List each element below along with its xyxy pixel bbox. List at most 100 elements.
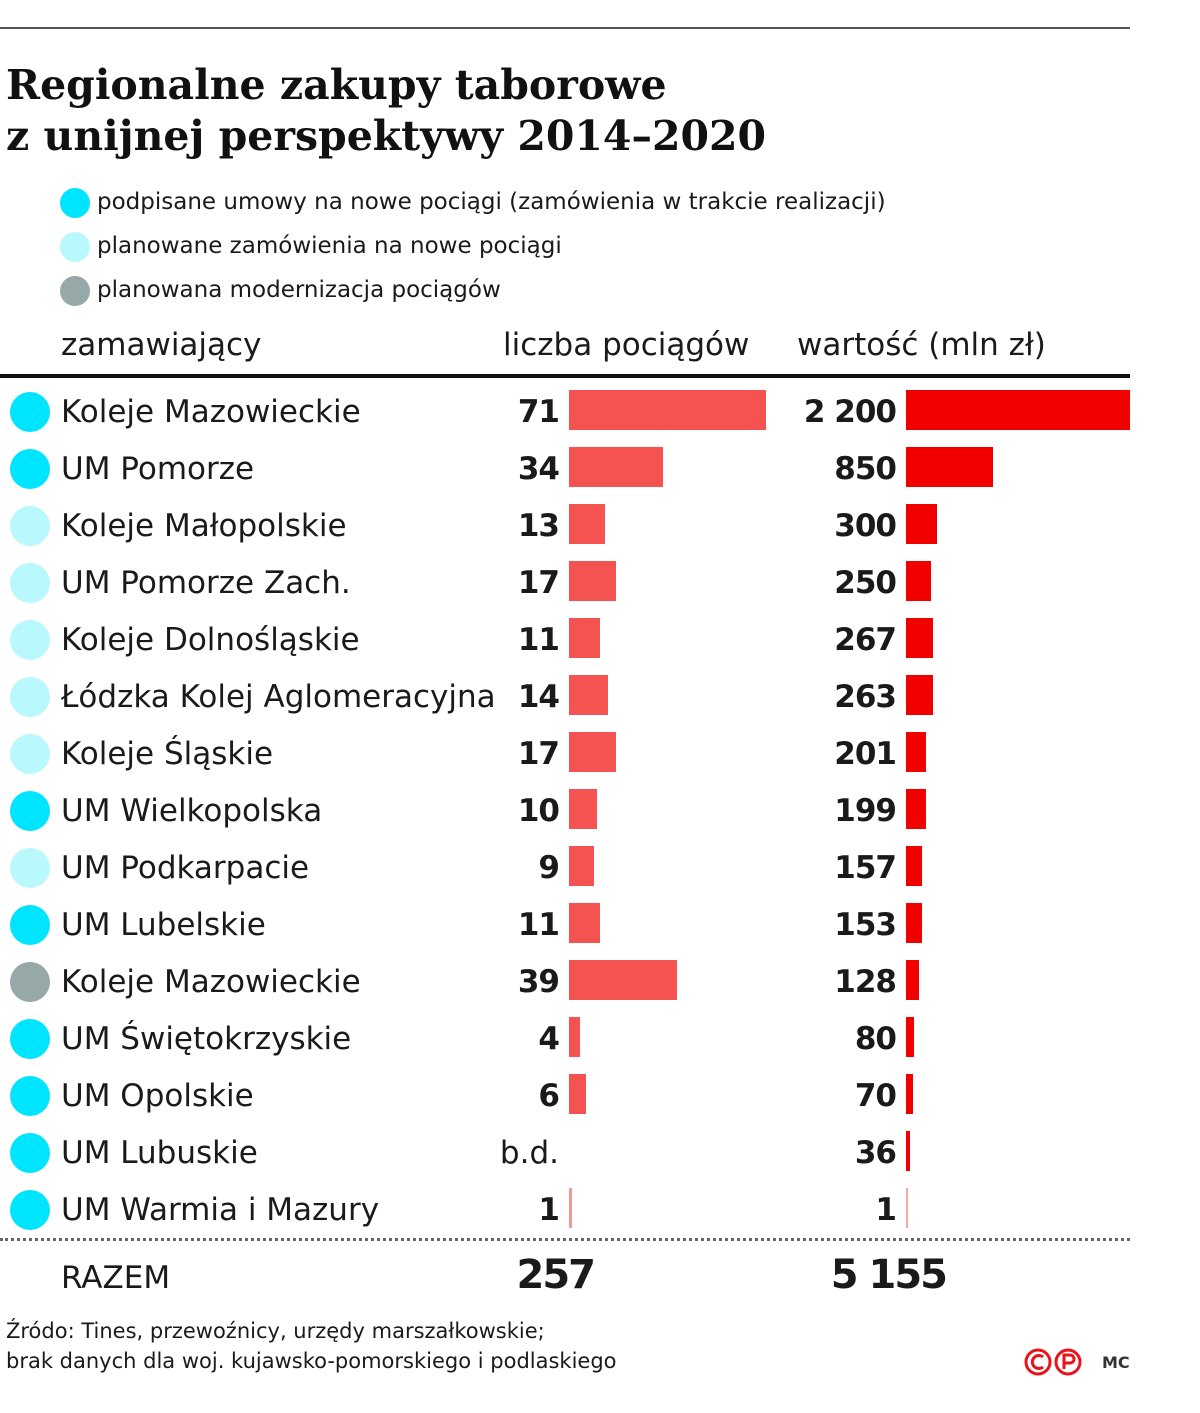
total-separator <box>0 1238 1130 1241</box>
category-dot <box>10 620 50 660</box>
value-label: 2 200 <box>803 394 897 430</box>
trains-bar <box>569 561 617 601</box>
legend-dot-planned <box>60 232 90 262</box>
value-label: 128 <box>834 964 897 1000</box>
chart-title-line-1: Regionalne zakupy taborowe <box>6 61 667 109</box>
trains-label: 17 <box>517 736 560 772</box>
orderer-name: Koleje Mazowieckie <box>61 394 361 430</box>
chart-title: Regionalne zakupy taborowe z unijnej per… <box>6 60 1126 162</box>
table-row: UM Opolskie 6 70 <box>0 1068 1140 1125</box>
table-row: UM Podkarpacie 9 157 <box>0 840 1140 897</box>
author-initials: MC <box>1102 1353 1130 1372</box>
category-dot <box>10 563 50 603</box>
category-dot <box>10 791 50 831</box>
column-header-orderer: zamawiający <box>61 327 262 363</box>
value-bar <box>906 618 934 658</box>
orderer-name: UM Podkarpacie <box>61 850 310 886</box>
trains-bar <box>569 1074 586 1114</box>
table-row: UM Lubelskie 11 153 <box>0 897 1140 954</box>
copyright-logo-icon <box>1024 1348 1082 1376</box>
trains-label: 71 <box>517 394 560 430</box>
total-label: RAZEM <box>61 1260 171 1296</box>
trains-label: 11 <box>517 622 560 658</box>
category-dot <box>10 677 50 717</box>
value-bar <box>906 903 922 943</box>
orderer-name: UM Lubelskie <box>61 907 266 943</box>
trains-label: 13 <box>517 508 560 544</box>
value-bar <box>906 1074 914 1114</box>
orderer-name: UM Pomorze Zach. <box>61 565 351 601</box>
value-label: 850 <box>834 451 897 487</box>
legend-dot-signed <box>60 188 90 218</box>
orderer-name: UM Warmia i Mazury <box>61 1192 380 1228</box>
value-label: 157 <box>834 850 897 886</box>
category-dot <box>10 1190 50 1230</box>
table-row: Koleje Małopolskie 13 300 <box>0 498 1140 555</box>
total-trains: 257 <box>516 1252 597 1298</box>
trains-label: 17 <box>517 565 560 601</box>
value-bar <box>906 732 927 772</box>
category-dot <box>10 392 50 432</box>
legend-item-signed: podpisane umowy na nowe pociągi (zamówie… <box>60 182 1140 226</box>
value-bar <box>906 675 933 715</box>
data-table: Koleje Mazowieckie 71 2 200 UM Pomorze 34 850… <box>0 384 1140 1239</box>
value-bar <box>906 960 920 1000</box>
orderer-name: UM Świętokrzyskie <box>61 1021 352 1057</box>
table-row: UM Świętokrzyskie 4 80 <box>0 1011 1140 1068</box>
category-dot <box>10 1133 50 1173</box>
legend-label: planowane zamówienia na nowe pociągi <box>97 233 562 259</box>
table-row: Łódzka Kolej Aglomeracyjna 14 263 <box>0 669 1140 726</box>
category-dot <box>10 962 50 1002</box>
value-bar <box>906 390 1130 430</box>
total-value: 5 155 <box>830 1252 948 1298</box>
orderer-name: Koleje Małopolskie <box>61 508 347 544</box>
value-label: 263 <box>834 679 897 715</box>
trains-bar <box>569 1188 572 1228</box>
table-row: UM Warmia i Mazury 1 1 <box>0 1182 1140 1239</box>
orderer-name: Koleje Mazowieckie <box>61 964 361 1000</box>
category-dot <box>10 449 50 489</box>
table-row: Koleje Dolnośląskie 11 267 <box>0 612 1140 669</box>
trains-label: 39 <box>517 964 560 1000</box>
trains-label: 6 <box>538 1078 560 1114</box>
value-label: 153 <box>834 907 897 943</box>
orderer-name: UM Lubuskie <box>61 1135 258 1171</box>
category-dot <box>10 1076 50 1116</box>
trains-label: 11 <box>517 907 560 943</box>
table-row: UM Pomorze Zach. 17 250 <box>0 555 1140 612</box>
trains-bar <box>569 732 617 772</box>
legend-label: planowana modernizacja pociągów <box>97 277 501 303</box>
trains-bar <box>569 618 600 658</box>
category-dot <box>10 905 50 945</box>
source-note: Źródo: Tines, przewoźnicy, urzędy marsza… <box>6 1316 617 1376</box>
trains-bar <box>569 903 600 943</box>
source-line-2: brak danych dla woj. kujawsko-pomorskieg… <box>6 1349 617 1373</box>
category-dot <box>10 734 50 774</box>
trains-label: 34 <box>517 451 560 487</box>
category-dot <box>10 506 50 546</box>
trains-bar <box>569 846 594 886</box>
header-rule <box>0 374 1130 378</box>
value-bar <box>906 1017 915 1057</box>
column-header-trains: liczba pociągów <box>503 327 750 363</box>
trains-bar <box>569 390 766 430</box>
trains-bar <box>569 789 597 829</box>
orderer-name: Koleje Śląskie <box>61 736 274 772</box>
value-bar <box>906 1188 908 1228</box>
source-line-1: Źródo: Tines, przewoźnicy, urzędy marsza… <box>6 1319 545 1343</box>
trains-bar <box>569 675 608 715</box>
value-label: 267 <box>834 622 897 658</box>
value-bar <box>906 846 922 886</box>
orderer-name: UM Opolskie <box>61 1078 254 1114</box>
value-label: 250 <box>834 565 897 601</box>
legend-item-planned: planowane zamówienia na nowe pociągi <box>60 226 1140 270</box>
trains-label: 10 <box>517 793 560 829</box>
table-row: UM Pomorze 34 850 <box>0 441 1140 498</box>
trains-bar <box>569 960 678 1000</box>
trains-label: b.d. <box>499 1135 559 1171</box>
orderer-name: UM Pomorze <box>61 451 255 487</box>
trains-bar <box>569 504 606 544</box>
trains-bar <box>569 447 664 487</box>
legend: podpisane umowy na nowe pociągi (zamówie… <box>60 182 1140 314</box>
trains-bar <box>569 1017 581 1057</box>
